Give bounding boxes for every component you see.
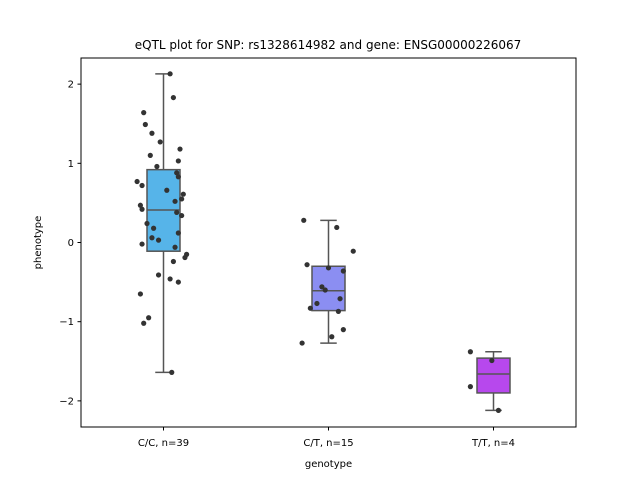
data-point <box>170 258 176 265</box>
data-point <box>175 230 181 236</box>
data-point <box>141 320 147 326</box>
box-group <box>467 349 511 413</box>
data-point <box>172 244 178 250</box>
box-group <box>134 71 190 375</box>
data-point <box>329 334 335 340</box>
data-point <box>180 191 186 197</box>
x-tick-label: C/C, n=39 <box>138 438 189 449</box>
data-point <box>177 146 183 152</box>
data-point <box>139 182 145 189</box>
data-point <box>157 139 163 145</box>
data-point <box>495 407 502 413</box>
data-point <box>340 327 346 333</box>
data-point <box>154 163 160 170</box>
box <box>311 265 346 312</box>
data-point <box>314 300 320 307</box>
data-point <box>167 276 173 282</box>
box <box>476 357 511 394</box>
data-point <box>142 121 148 128</box>
data-point <box>155 237 162 243</box>
data-point <box>467 384 473 390</box>
data-point <box>137 202 143 208</box>
data-point <box>175 158 181 164</box>
data-point <box>139 206 145 212</box>
data-point <box>350 248 356 254</box>
y-tick-label: −2 <box>59 396 74 407</box>
data-point <box>179 212 185 219</box>
data-point <box>155 272 162 278</box>
data-point <box>467 349 473 355</box>
data-point <box>172 198 178 204</box>
data-point <box>337 296 343 302</box>
data-point <box>137 291 143 297</box>
data-point <box>182 254 188 261</box>
data-point <box>319 284 325 290</box>
data-point <box>147 152 153 158</box>
data-point <box>149 235 155 241</box>
data-point <box>335 308 341 314</box>
data-point <box>134 178 140 185</box>
x-axis-label: genotype <box>305 459 352 470</box>
x-tick-label: C/T, n=15 <box>303 438 353 449</box>
data-point <box>151 225 157 231</box>
data-point <box>144 220 150 227</box>
data-point <box>164 187 170 193</box>
data-point <box>139 241 145 247</box>
data-point <box>334 224 340 231</box>
data-point <box>167 71 173 77</box>
data-point <box>307 305 313 311</box>
data-point <box>174 170 180 176</box>
data-point <box>175 279 181 285</box>
y-tick-label: 2 <box>68 80 74 91</box>
data-point <box>489 357 495 364</box>
box-group <box>299 217 356 346</box>
y-tick-label: 0 <box>68 238 74 249</box>
y-axis-label: phenotype <box>33 216 44 270</box>
data-point <box>146 315 152 321</box>
plot-area <box>134 71 511 413</box>
y-tick-label: −1 <box>59 317 74 328</box>
data-point <box>175 174 181 180</box>
data-point <box>301 217 307 223</box>
y-tick-label: 1 <box>68 159 74 170</box>
data-point <box>304 262 310 268</box>
axes: C/C, n=39 C/T, n=15 T/T, n=4 −2 −1 0 1 2 <box>59 80 515 449</box>
data-point <box>174 209 180 216</box>
data-point <box>322 287 328 293</box>
data-point <box>149 130 155 136</box>
x-tick-label: T/T, n=4 <box>471 438 515 449</box>
data-point <box>340 268 346 274</box>
data-point <box>325 265 332 271</box>
data-point <box>141 110 147 116</box>
data-point <box>179 196 185 202</box>
data-point <box>299 340 305 346</box>
data-point <box>169 369 175 375</box>
chart-title: eQTL plot for SNP: rs1328614982 and gene… <box>135 38 522 52</box>
data-point <box>170 94 176 101</box>
